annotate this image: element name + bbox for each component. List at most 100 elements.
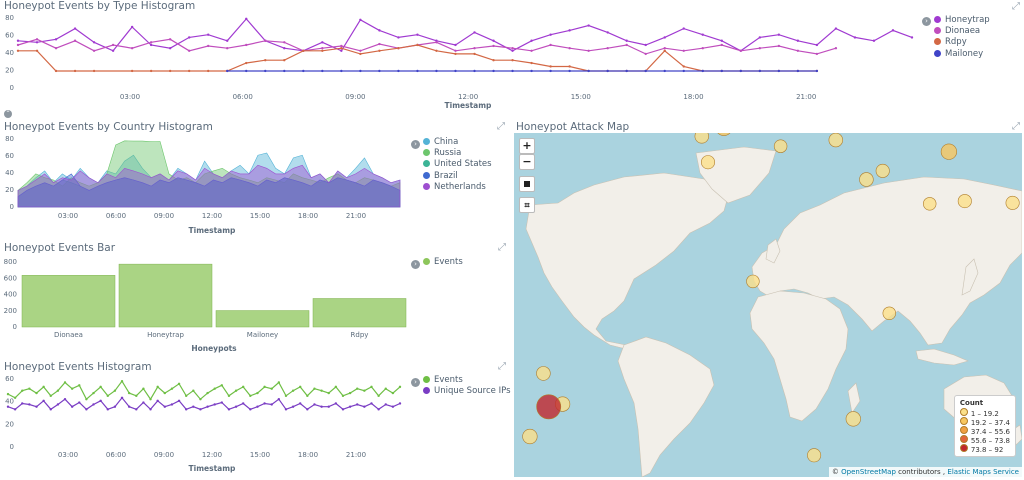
data-point[interactable]: [213, 403, 216, 406]
data-point[interactable]: [168, 69, 172, 73]
data-point[interactable]: [340, 44, 343, 48]
data-point[interactable]: [149, 408, 152, 411]
bar[interactable]: [312, 298, 407, 328]
attack-bubble[interactable]: [882, 306, 896, 321]
expand-icon[interactable]: ⤢: [1012, 121, 1020, 132]
data-point[interactable]: [106, 408, 109, 411]
data-point[interactable]: [320, 405, 323, 408]
legend-item[interactable]: Dionaea: [934, 26, 990, 37]
fit-bounds-button[interactable]: ⌗: [519, 197, 535, 213]
data-point[interactable]: [625, 39, 628, 42]
data-point[interactable]: [334, 385, 338, 389]
data-point[interactable]: [291, 405, 295, 408]
data-point[interactable]: [187, 36, 191, 39]
data-point[interactable]: [359, 18, 362, 22]
data-point[interactable]: [378, 49, 381, 52]
data-point[interactable]: [299, 385, 302, 389]
data-point[interactable]: [168, 46, 172, 50]
data-point[interactable]: [73, 69, 77, 73]
data-point[interactable]: [549, 43, 552, 47]
data-point[interactable]: [758, 46, 762, 50]
data-point[interactable]: [184, 394, 188, 398]
data-point[interactable]: [777, 69, 781, 73]
data-point[interactable]: [226, 69, 229, 73]
data-point[interactable]: [435, 49, 438, 52]
draw-rectangle-button[interactable]: [519, 176, 535, 192]
data-point[interactable]: [284, 408, 288, 411]
data-point[interactable]: [321, 49, 324, 52]
legend-item[interactable]: Events: [423, 375, 511, 386]
osm-link[interactable]: OpenStreetMap: [841, 468, 896, 476]
data-point[interactable]: [63, 397, 67, 401]
data-point[interactable]: [207, 69, 210, 73]
data-point[interactable]: [853, 36, 857, 39]
data-point[interactable]: [192, 405, 195, 408]
data-point[interactable]: [682, 69, 685, 73]
data-point[interactable]: [587, 49, 590, 52]
data-point[interactable]: [283, 69, 286, 73]
legend-item[interactable]: Russia: [423, 148, 492, 159]
data-point[interactable]: [549, 69, 552, 73]
expand-icon[interactable]: ⤢: [498, 361, 506, 372]
legend-toggle-icon[interactable]: ›: [922, 17, 931, 26]
data-point[interactable]: [245, 17, 248, 21]
data-point[interactable]: [398, 402, 402, 405]
attack-bubble[interactable]: [845, 411, 861, 427]
data-point[interactable]: [206, 405, 209, 408]
data-point[interactable]: [511, 46, 514, 50]
data-point[interactable]: [606, 46, 609, 50]
data-point[interactable]: [492, 44, 495, 48]
data-point[interactable]: [416, 69, 419, 73]
data-point[interactable]: [359, 49, 362, 52]
data-point[interactable]: [6, 405, 10, 408]
data-point[interactable]: [120, 396, 124, 399]
data-point[interactable]: [206, 391, 209, 395]
data-point[interactable]: [320, 389, 323, 392]
attack-bubble[interactable]: [957, 194, 972, 209]
data-point[interactable]: [13, 408, 17, 411]
legend-toggle-icon[interactable]: ›: [411, 260, 420, 269]
data-point[interactable]: [270, 403, 273, 406]
data-point[interactable]: [530, 49, 533, 52]
data-point[interactable]: [302, 69, 305, 73]
data-point[interactable]: [177, 399, 181, 402]
data-point[interactable]: [242, 385, 245, 389]
data-point[interactable]: [815, 69, 819, 73]
data-point[interactable]: [49, 394, 52, 398]
data-point[interactable]: [78, 401, 81, 404]
data-point[interactable]: [568, 46, 571, 50]
data-point[interactable]: [6, 392, 10, 396]
data-point[interactable]: [92, 391, 95, 395]
data-point[interactable]: [397, 69, 400, 73]
data-point[interactable]: [73, 39, 77, 42]
attack-bubble[interactable]: [773, 139, 788, 153]
data-point[interactable]: [16, 43, 20, 47]
data-point[interactable]: [568, 65, 571, 68]
data-point[interactable]: [54, 38, 58, 41]
legend-item[interactable]: Mailoney: [934, 49, 990, 60]
attack-map[interactable]: + − ⌗ Count 1 – 19.2 19.2 – 37.4 37.4 – 55…: [514, 133, 1022, 477]
attack-bubble[interactable]: [807, 448, 822, 463]
data-point[interactable]: [184, 408, 188, 411]
data-point[interactable]: [283, 46, 286, 50]
data-point[interactable]: [283, 58, 286, 62]
data-point[interactable]: [177, 382, 181, 385]
data-point[interactable]: [130, 46, 134, 50]
data-point[interactable]: [277, 397, 281, 401]
data-point[interactable]: [264, 39, 267, 42]
data-point[interactable]: [720, 39, 723, 42]
data-point[interactable]: [568, 69, 571, 73]
legend-toggle-icon[interactable]: ›: [411, 378, 420, 387]
zoom-out-button[interactable]: −: [519, 154, 535, 170]
data-point[interactable]: [815, 43, 819, 47]
data-point[interactable]: [163, 391, 166, 395]
data-point[interactable]: [492, 58, 495, 62]
data-point[interactable]: [492, 69, 495, 73]
data-point[interactable]: [777, 44, 781, 48]
data-point[interactable]: [370, 385, 373, 389]
data-point[interactable]: [313, 403, 316, 406]
data-point[interactable]: [54, 46, 58, 50]
legend-item[interactable]: United States: [423, 159, 492, 170]
data-point[interactable]: [35, 41, 39, 44]
data-point[interactable]: [227, 394, 231, 398]
